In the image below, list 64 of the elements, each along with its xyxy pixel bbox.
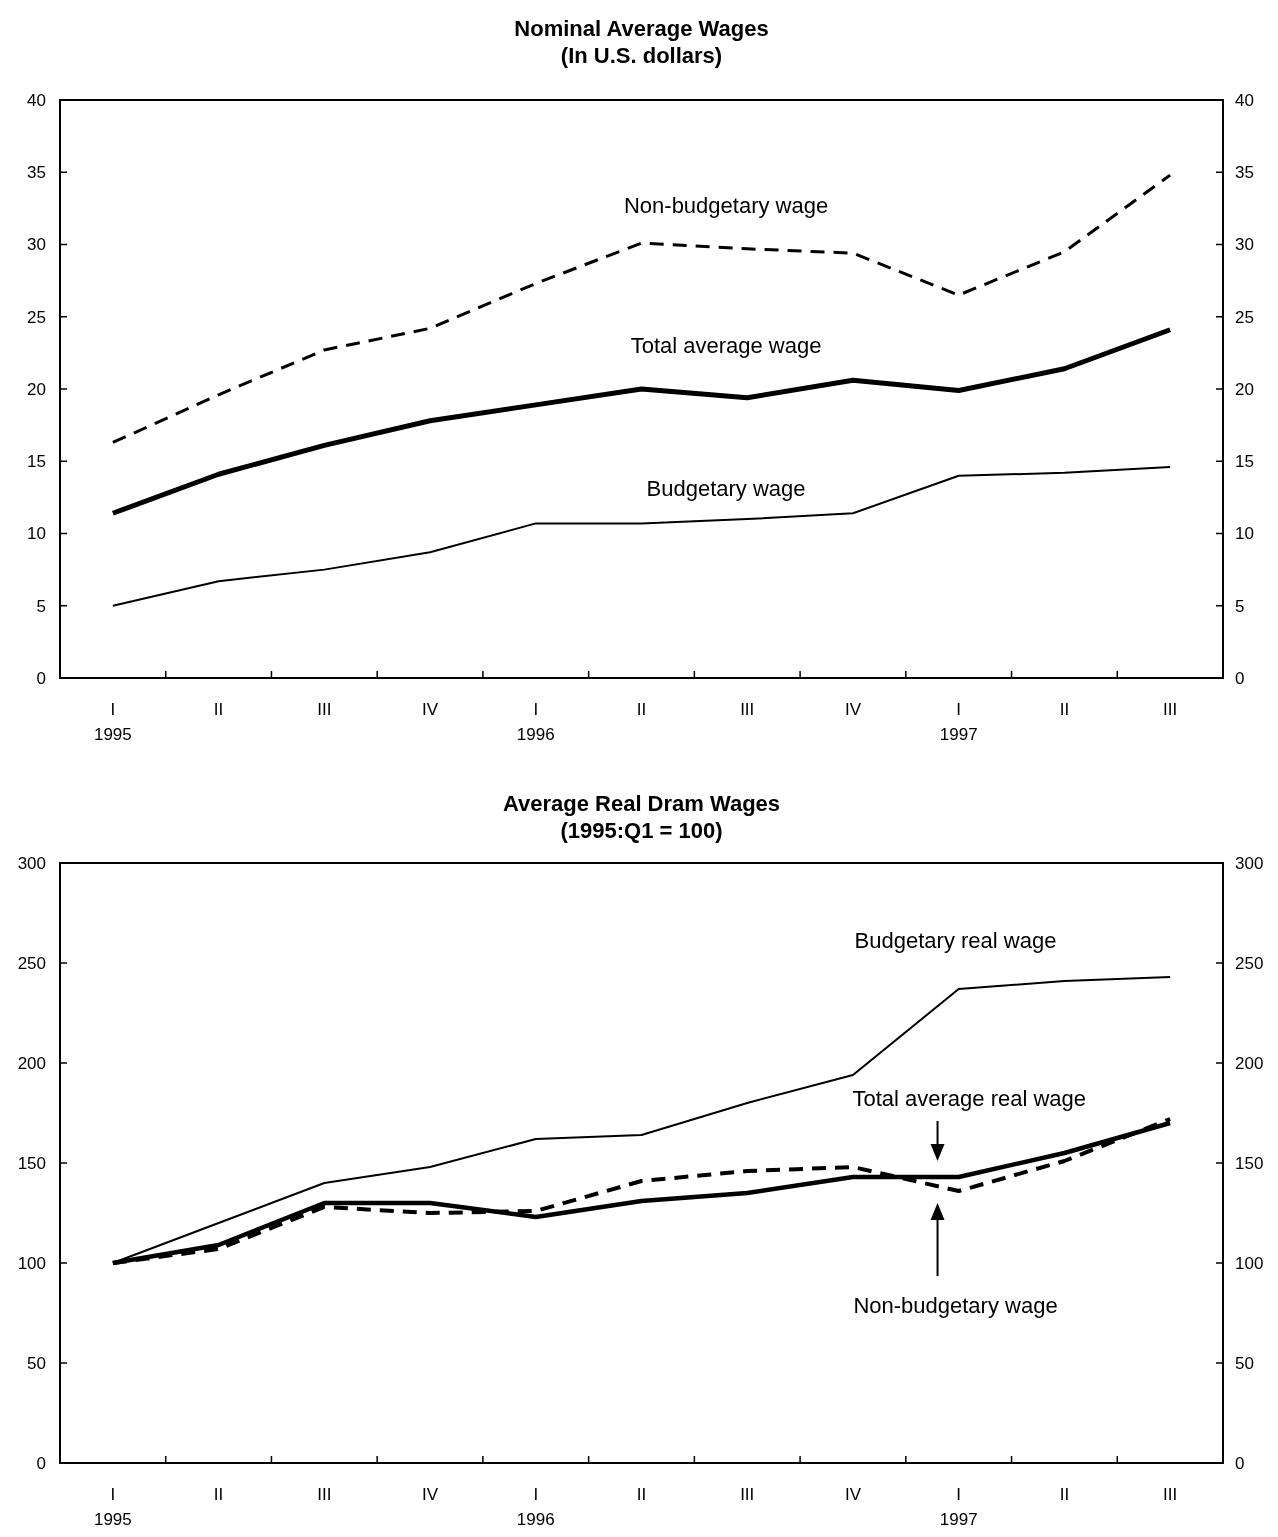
y2-tick-label: 150	[1235, 1153, 1264, 1173]
x-tick-label: II	[213, 1485, 224, 1504]
chart-title: Nominal Average Wages (In U.S. dollars)	[514, 16, 769, 68]
series-label: Total average wage	[630, 333, 822, 358]
y-tick-label: 35	[27, 163, 46, 183]
y-tick-label: 200	[17, 1053, 46, 1073]
y-tick-label: 300	[17, 853, 46, 873]
y2-tick-label: 35	[1235, 163, 1254, 183]
y-tick-label: 0	[36, 1453, 46, 1473]
x-tick-label: IV	[422, 1485, 439, 1504]
y-tick-label: 150	[17, 1153, 46, 1173]
line-series	[111, 173, 1172, 444]
x-tick-label: IV	[844, 1485, 862, 1504]
y-tick-label: 20	[27, 379, 46, 399]
y-tick-label: 40	[27, 90, 46, 110]
x-tick-label: II	[636, 700, 647, 719]
x-tick-label: I 1995	[93, 1485, 132, 1529]
x-tick-label: III	[317, 1485, 332, 1504]
y2-tick-label: 50	[1235, 1353, 1254, 1373]
x-tick-label: I 1997	[939, 1485, 978, 1529]
y2-tick-label: 100	[1235, 1253, 1264, 1273]
x-tick-label: I 1996	[516, 700, 555, 744]
y2-tick-label: 250	[1235, 953, 1264, 973]
y2-tick-label: 15	[1235, 452, 1254, 472]
x-tick-label: I 1996	[516, 1485, 555, 1529]
x-tick-label: I 1995	[93, 700, 132, 744]
x-tick-label: II	[1059, 700, 1070, 719]
line-series	[111, 466, 1172, 607]
y-tick-label: 100	[17, 1253, 46, 1273]
x-tick-label: III	[1163, 1485, 1178, 1504]
y-tick-label: 30	[27, 235, 46, 255]
x-tick-label: III	[740, 1485, 755, 1504]
y2-tick-label: 30	[1235, 235, 1254, 255]
series-label: Budgetary wage	[646, 476, 806, 501]
x-tick-label: II	[636, 1485, 647, 1504]
y-tick-label: 0	[36, 668, 46, 688]
y-tick-label: 25	[27, 307, 46, 327]
x-tick-label: IV	[422, 700, 439, 719]
x-tick-label: III	[317, 700, 332, 719]
x-tick-label: II	[1059, 1485, 1070, 1504]
text: Non-budgetary wage	[853, 1293, 1058, 1318]
y-tick-label: 5	[36, 596, 46, 616]
x-tick-label: IV	[844, 700, 862, 719]
y2-tick-label: 20	[1235, 379, 1254, 399]
y2-tick-label: 25	[1235, 307, 1254, 327]
y2-tick-label: 0	[1235, 1453, 1245, 1473]
y-tick-label: 10	[27, 524, 46, 544]
y-tick-label: 250	[17, 953, 46, 973]
y2-tick-label: 0	[1235, 668, 1245, 688]
chart-title: Average Real Dram Wages (1995:Q1 = 100)	[502, 791, 781, 843]
series-label: Total average real wage	[852, 1086, 1087, 1111]
y2-tick-label: 200	[1235, 1053, 1264, 1073]
y-tick-label: 15	[27, 452, 46, 472]
x-tick-label: III	[740, 700, 755, 719]
y2-tick-label: 300	[1235, 853, 1264, 873]
y2-tick-label: 5	[1235, 596, 1245, 616]
y-tick-label: 50	[27, 1353, 46, 1373]
series-label: Non-budgetary wage	[623, 193, 829, 218]
x-tick-label: III	[1163, 700, 1178, 719]
x-tick-label: I 1997	[939, 700, 978, 744]
series-label: Budgetary real wage	[854, 928, 1057, 953]
y2-tick-label: 10	[1235, 524, 1254, 544]
x-tick-label: II	[213, 700, 224, 719]
y2-tick-label: 40	[1235, 90, 1254, 110]
